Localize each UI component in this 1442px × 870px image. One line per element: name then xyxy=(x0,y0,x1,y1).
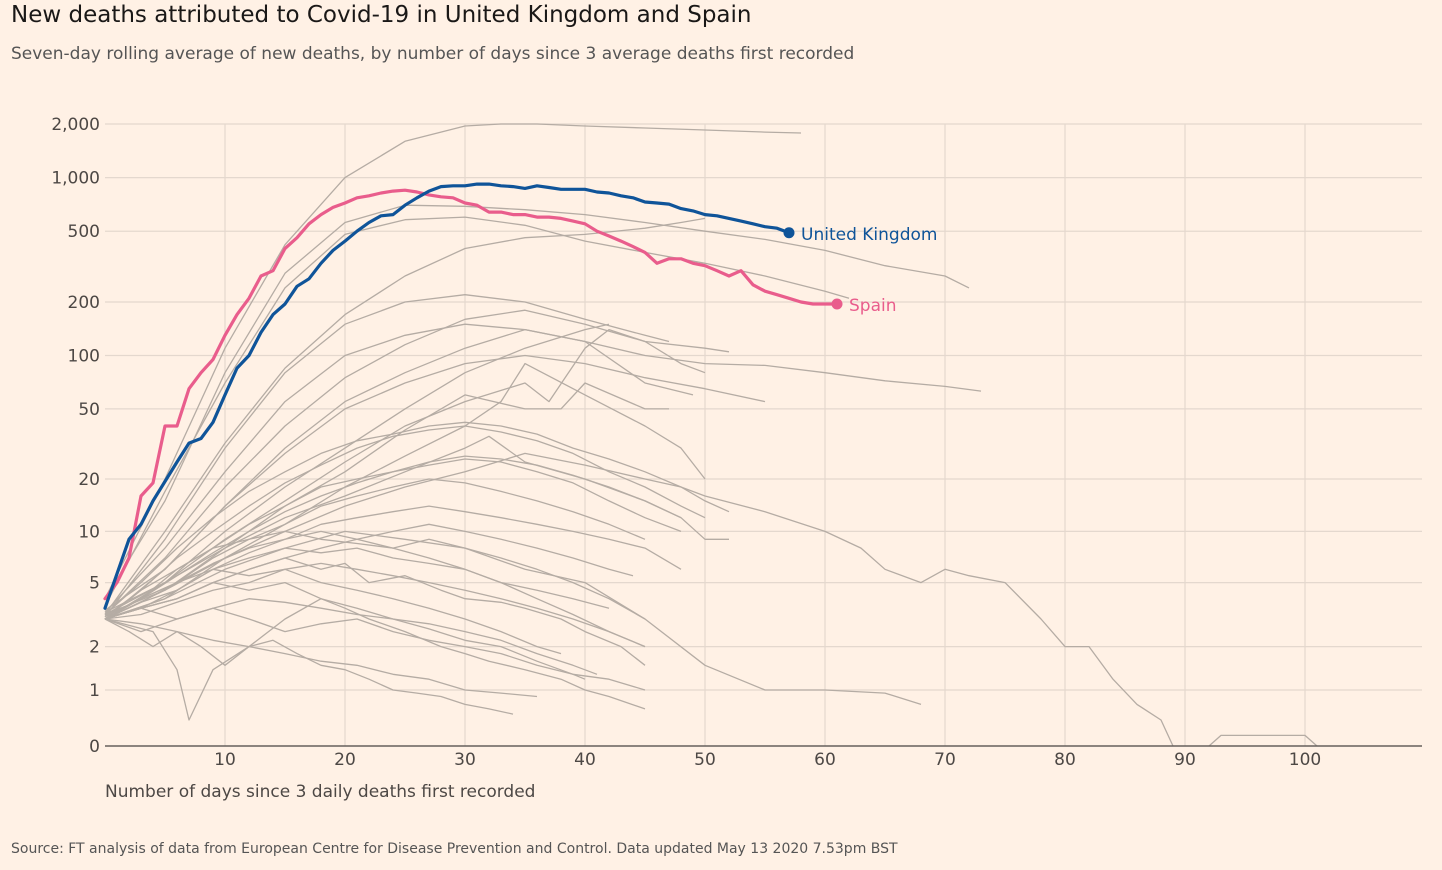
series-line-other xyxy=(104,323,610,620)
y-tick-label: 2,000 xyxy=(51,115,100,135)
highlighted-country-lines: Spain United Kingdom xyxy=(103,182,937,610)
series-line-other xyxy=(104,607,646,691)
axes: 0 1 2 5 10 20 50 100 200 500 1,000 2,000 10 20 30 40 50 6… xyxy=(51,115,1422,770)
x-tick-label: 100 xyxy=(1289,750,1321,770)
series-line-other xyxy=(104,530,646,648)
series-line-other xyxy=(104,216,850,607)
x-tick-label: 70 xyxy=(934,750,956,770)
y-tick-label: 20 xyxy=(78,470,100,490)
chart-plot: Spain United Kingdom 0 1 2 5 10 20 50 100 200 500 1… xyxy=(51,115,1422,802)
series-line-other xyxy=(1208,734,1318,747)
x-axis-title: Number of days since 3 daily deaths firs… xyxy=(105,782,535,802)
x-tick-label: 10 xyxy=(214,750,236,770)
series-line-other xyxy=(104,530,646,620)
x-tick-label: 80 xyxy=(1054,750,1076,770)
y-tick-label: 1,000 xyxy=(51,169,100,189)
series-line-other xyxy=(104,455,682,618)
series-line-other xyxy=(104,217,706,615)
series-line-other xyxy=(104,452,1174,747)
y-tick-label: 10 xyxy=(78,522,100,542)
series-line-other xyxy=(104,557,646,666)
series-line-other xyxy=(104,618,514,715)
series-line-spain xyxy=(103,188,839,601)
series-line-united-kingdom xyxy=(103,182,791,610)
y-tick-label: 0 xyxy=(89,737,100,757)
x-tick-label: 60 xyxy=(814,750,836,770)
series-line-other xyxy=(104,421,730,615)
series-line-other xyxy=(104,505,682,620)
series-line-other xyxy=(104,204,970,600)
y-tick-label: 1 xyxy=(89,681,100,701)
x-tick-label: 30 xyxy=(454,750,476,770)
y-tick-label: 200 xyxy=(68,293,100,313)
series-line-other xyxy=(104,568,562,655)
series-label-spain: Spain xyxy=(849,296,897,316)
series-line-other xyxy=(104,435,729,613)
chart-subtitle: Seven-day rolling average of new deaths,… xyxy=(11,44,855,64)
series-label-united-kingdom: United Kingdom xyxy=(801,225,937,245)
series-line-other xyxy=(104,598,646,721)
series-line-other xyxy=(104,478,646,620)
y-tick-label: 100 xyxy=(68,347,100,367)
series-line-other xyxy=(104,123,802,599)
series-line-other xyxy=(104,523,634,620)
x-tick-label: 40 xyxy=(574,750,596,770)
series-line-other xyxy=(104,547,610,620)
y-tick-label: 5 xyxy=(89,574,100,594)
y-tick-label: 50 xyxy=(78,400,100,420)
y-tick-label: 500 xyxy=(68,222,100,242)
x-tick-label: 20 xyxy=(334,750,356,770)
x-tick-label: 90 xyxy=(1174,750,1196,770)
chart-title: New deaths attributed to Covid-19 in Uni… xyxy=(11,2,752,28)
series-line-other xyxy=(104,618,538,698)
source-note: Source: FT analysis of data from Europea… xyxy=(11,841,898,857)
series-line-other xyxy=(104,530,922,706)
series-end-marker-united-kingdom xyxy=(783,227,795,239)
series-end-marker-spain xyxy=(831,298,843,310)
series-line-other xyxy=(104,598,598,675)
series-line-other xyxy=(104,309,730,615)
x-tick-label: 50 xyxy=(694,750,716,770)
series-line-other xyxy=(104,425,706,618)
series-line-other xyxy=(104,382,669,620)
other-country-lines xyxy=(104,123,1318,747)
series-line-other xyxy=(104,362,706,620)
y-tick-label: 2 xyxy=(89,638,100,658)
series-line-other xyxy=(104,562,646,648)
